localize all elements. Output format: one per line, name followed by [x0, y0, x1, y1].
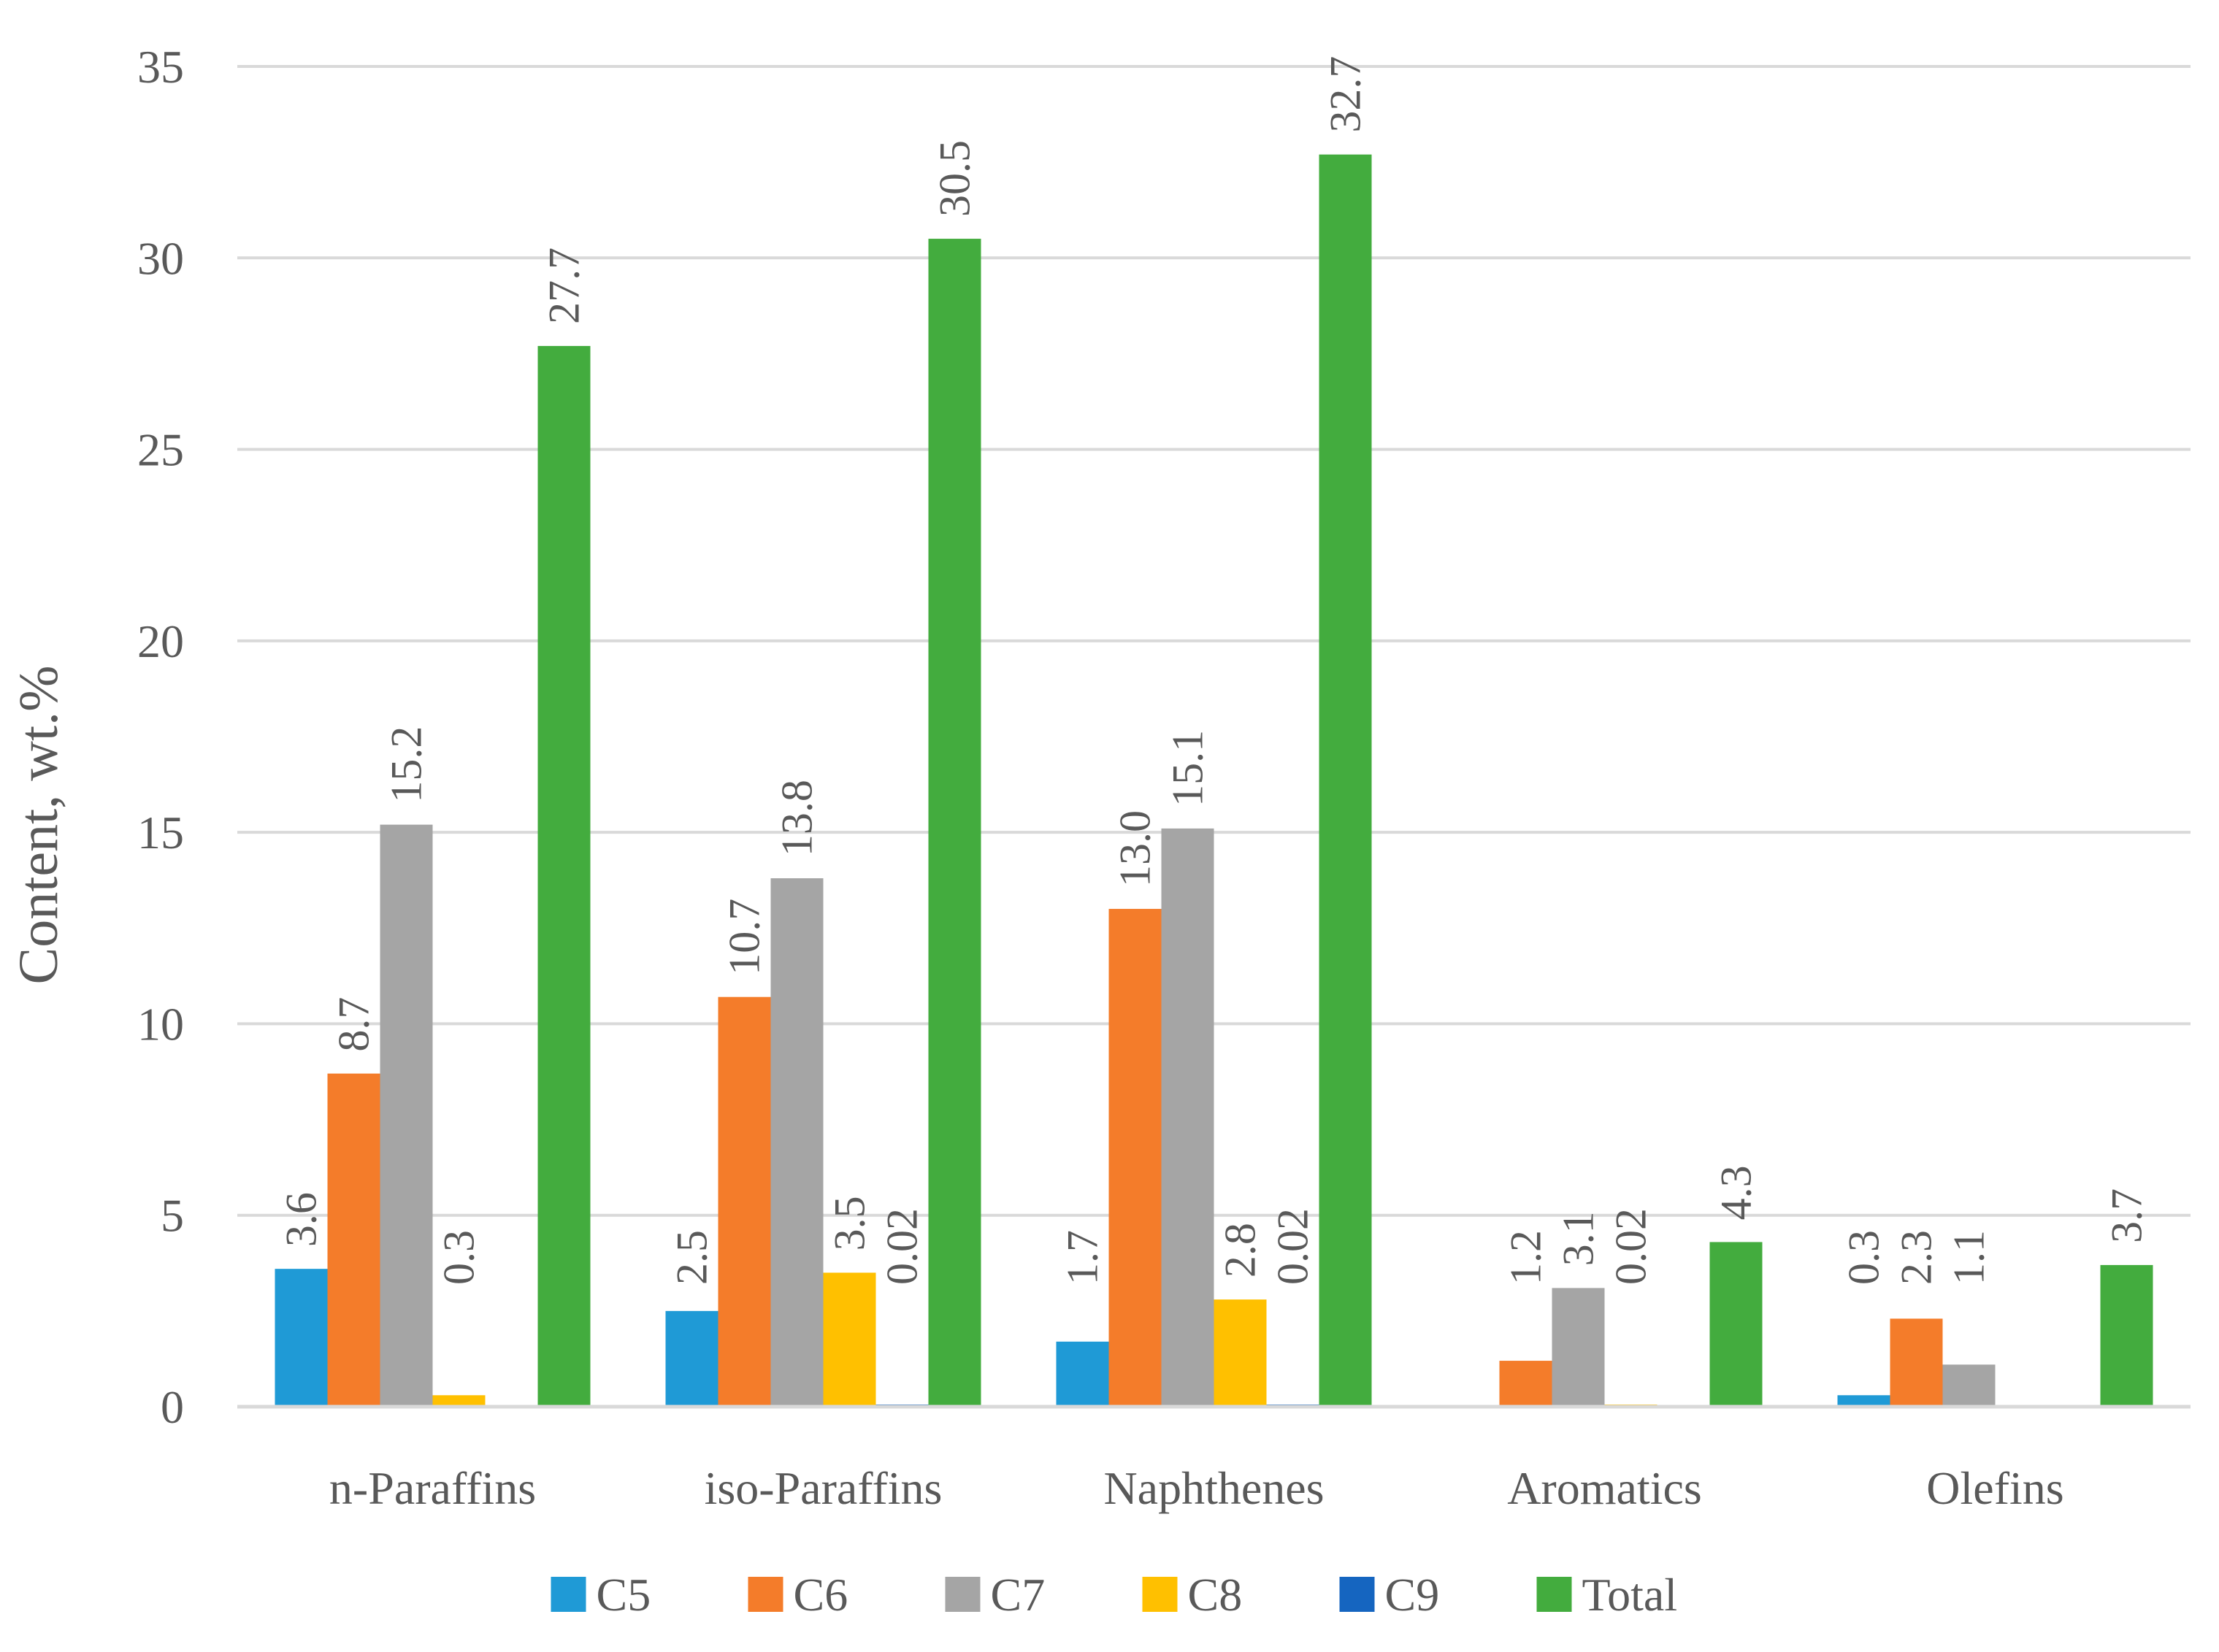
data-label: 3.5 [826, 1196, 874, 1250]
bar-total-naphthenes [1319, 154, 1372, 1407]
data-label: 8.7 [330, 997, 378, 1052]
bar-c6-aromatics [1499, 1361, 1552, 1407]
data-label: 1.7 [1059, 1230, 1107, 1285]
data-label: 1.2 [1502, 1230, 1550, 1285]
y-tick-label: 0 [161, 1381, 184, 1433]
bar-c6-n-paraffins [327, 1073, 380, 1407]
y-tick-label: 25 [137, 424, 184, 476]
y-tick-label: 30 [137, 232, 184, 284]
y-tick-label: 5 [161, 1190, 184, 1242]
y-tick-label: 20 [137, 615, 184, 667]
data-label: 30.5 [931, 140, 979, 217]
data-label: 13.8 [773, 780, 821, 856]
data-label: 0.02 [1269, 1208, 1317, 1285]
y-tick-label: 35 [137, 41, 184, 93]
data-label: 0.02 [878, 1208, 927, 1285]
legend-label-c9: C9 [1385, 1569, 1440, 1621]
bar-c8-iso-paraffins [823, 1272, 876, 1407]
data-labels: 3.68.715.20.327.72.510.713.83.5 0.0230.51… [277, 56, 2151, 1285]
data-label: 27.7 [540, 247, 589, 324]
y-axis-ticks: 0 5 10 15 20 25 30 35 [137, 41, 184, 1433]
legend-swatch-c7 [945, 1577, 981, 1612]
bar-c6-iso-paraffins [718, 996, 771, 1407]
data-label: 3.6 [277, 1192, 326, 1247]
data-label: 0.02 [1607, 1208, 1655, 1285]
x-tick-label: Naphthenes [1103, 1462, 1324, 1514]
legend: C5 C6 C7 C8 C9 Total [551, 1569, 1678, 1621]
bar-c7-iso-paraffins [770, 878, 824, 1407]
bar-total-olefins [2100, 1264, 2153, 1407]
bar-c7-aromatics [1552, 1288, 1605, 1407]
data-label: 13.0 [1111, 810, 1160, 887]
y-tick-label: 10 [137, 998, 184, 1050]
data-label: 4.3 [1712, 1165, 1760, 1220]
x-tick-label: Aromatics [1507, 1462, 1702, 1514]
data-label: 15.1 [1164, 730, 1212, 807]
legend-swatch-total [1536, 1577, 1572, 1612]
bar-c6-naphthenes [1108, 909, 1162, 1407]
bar-c7-naphthenes [1161, 828, 1214, 1407]
y-tick-label: 15 [137, 807, 184, 858]
bar-c7-n-paraffins [380, 824, 433, 1407]
x-tick-label: n-Paraffins [329, 1462, 536, 1514]
legend-label-c7: C7 [991, 1569, 1046, 1621]
bar-total-aromatics [1709, 1242, 1763, 1407]
data-label: 0.3 [1840, 1230, 1888, 1285]
data-label: 2.5 [668, 1230, 716, 1285]
data-label: 15.2 [383, 726, 431, 803]
x-tick-label: iso-Paraffins [705, 1462, 943, 1514]
data-label: 0.3 [435, 1230, 483, 1285]
legend-label-c5: C5 [597, 1569, 651, 1621]
bars [275, 154, 2153, 1407]
bar-c5-olefins [1837, 1395, 1890, 1407]
y-axis-title: Content, wt.% [8, 666, 69, 985]
legend-swatch-c8 [1142, 1577, 1178, 1612]
bar-total-iso-paraffins [928, 239, 981, 1407]
data-label: 3.1 [1555, 1211, 1603, 1266]
bar-c5-naphthenes [1056, 1341, 1109, 1407]
data-label: 32.7 [1322, 56, 1370, 133]
data-label: 3.7 [2103, 1188, 2151, 1243]
legend-swatch-c6 [748, 1577, 783, 1612]
legend-swatch-c5 [551, 1577, 586, 1612]
legend-label-total: Total [1582, 1569, 1678, 1621]
data-label: 1.1 [1945, 1230, 1993, 1285]
data-label: 10.7 [721, 899, 769, 975]
bar-total-n-paraffins [537, 345, 591, 1407]
bar-c7-olefins [1942, 1364, 1996, 1407]
x-axis-ticks: n-Paraffins iso-Paraffins Naphthenes Aromat… [329, 1462, 2064, 1514]
bar-c5-n-paraffins [275, 1269, 328, 1407]
bar-c8-n-paraffins [432, 1395, 486, 1407]
legend-label-c8: C8 [1188, 1569, 1243, 1621]
data-label: 2.8 [1216, 1223, 1265, 1278]
x-tick-label: Olefins [1926, 1462, 2063, 1514]
bar-c5-iso-paraffins [665, 1310, 718, 1407]
bar-c8-naphthenes [1214, 1299, 1267, 1407]
legend-swatch-c9 [1339, 1577, 1375, 1612]
data-label: 2.3 [1893, 1230, 1941, 1285]
legend-label-c6: C6 [794, 1569, 848, 1621]
bar-c6-olefins [1890, 1318, 1943, 1407]
